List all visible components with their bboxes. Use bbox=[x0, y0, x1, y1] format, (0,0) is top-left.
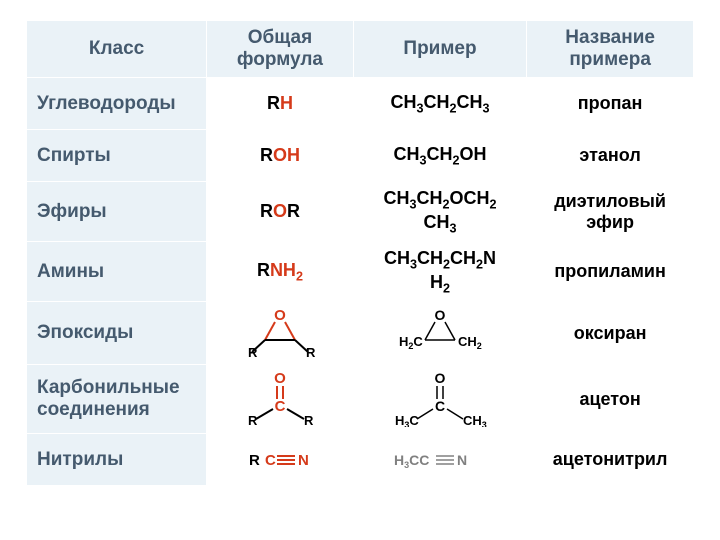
svg-text:CH2: CH2 bbox=[458, 334, 482, 351]
example-cell: CH3CH2OH bbox=[353, 130, 526, 182]
svg-text:R: R bbox=[248, 413, 258, 427]
name-cell: ацетон bbox=[527, 365, 694, 434]
class-label: Эпоксиды bbox=[27, 302, 207, 365]
name-cell: этанол bbox=[527, 130, 694, 182]
class-label: Спирты bbox=[27, 130, 207, 182]
table-row: Спирты ROH CH3CH2OH этанол bbox=[27, 130, 694, 182]
svg-text:C: C bbox=[275, 398, 286, 415]
formula-cell: O R R bbox=[207, 302, 354, 365]
acetonitrile-icon: H3CC N bbox=[380, 445, 500, 475]
name-cell: оксиран bbox=[527, 302, 694, 365]
example-cell: O H2C CH2 bbox=[353, 302, 526, 365]
svg-text:CH3: CH3 bbox=[463, 413, 487, 427]
header-example: Пример bbox=[353, 21, 526, 78]
svg-text:N: N bbox=[457, 452, 467, 468]
svg-text:N: N bbox=[298, 452, 309, 469]
svg-text:H3C: H3C bbox=[395, 413, 419, 427]
svg-text:H3CC: H3CC bbox=[394, 452, 429, 470]
svg-text:O: O bbox=[435, 308, 446, 323]
svg-text:O: O bbox=[435, 371, 446, 386]
example-cell: CH3CH2CH2NH2 bbox=[353, 242, 526, 302]
formula-cell: ROR bbox=[207, 182, 354, 242]
svg-text:O: O bbox=[274, 308, 286, 324]
table-row: Карбонильные соединения O C R R O bbox=[27, 365, 694, 434]
svg-text:R: R bbox=[248, 345, 258, 358]
table-row: Амины RNH2 CH3CH2CH2NH2 пропиламин bbox=[27, 242, 694, 302]
class-label: Эфиры bbox=[27, 182, 207, 242]
formula-cell: ROH bbox=[207, 130, 354, 182]
header-formula: Общая формула bbox=[207, 21, 354, 78]
class-label: Нитрилы bbox=[27, 434, 207, 486]
name-cell: пропан bbox=[527, 78, 694, 130]
class-label: Карбонильные соединения bbox=[27, 365, 207, 434]
nitrile-generic-icon: R C N bbox=[235, 445, 325, 475]
carbonyl-generic-icon: O C R R bbox=[240, 371, 320, 427]
chemistry-table: Класс Общая формула Пример Название прим… bbox=[26, 20, 694, 486]
svg-text:C: C bbox=[435, 398, 445, 414]
table-row: Нитрилы R C N H3CC N bbox=[27, 434, 694, 486]
header-name: Название примера bbox=[527, 21, 694, 78]
example-cell: CH3CH2CH3 bbox=[353, 78, 526, 130]
example-cell: CH3CH2OCH2CH3 bbox=[353, 182, 526, 242]
table-row: Углеводороды RH CH3CH2CH3 пропан bbox=[27, 78, 694, 130]
acetone-icon: O C H3C CH3 bbox=[385, 371, 495, 427]
epoxide-generic-icon: O R R bbox=[240, 308, 320, 358]
class-label: Амины bbox=[27, 242, 207, 302]
svg-text:R: R bbox=[304, 413, 314, 427]
svg-text:R: R bbox=[306, 345, 316, 358]
formula-cell: O C R R bbox=[207, 365, 354, 434]
class-label: Углеводороды bbox=[27, 78, 207, 130]
name-cell: диэтиловый эфир bbox=[527, 182, 694, 242]
table-row: Эфиры ROR CH3CH2OCH2CH3 диэтиловый эфир bbox=[27, 182, 694, 242]
svg-text:H2C: H2C bbox=[399, 334, 423, 351]
table-row: Эпоксиды O R R O bbox=[27, 302, 694, 365]
oxirane-icon: O H2C CH2 bbox=[385, 308, 495, 358]
name-cell: пропиламин bbox=[527, 242, 694, 302]
formula-cell: RH bbox=[207, 78, 354, 130]
example-cell: O C H3C CH3 bbox=[353, 365, 526, 434]
svg-text:O: O bbox=[274, 371, 286, 387]
formula-cell: R C N bbox=[207, 434, 354, 486]
svg-text:R: R bbox=[249, 452, 260, 469]
formula-cell: RNH2 bbox=[207, 242, 354, 302]
header-class: Класс bbox=[27, 21, 207, 78]
name-cell: ацетонитрил bbox=[527, 434, 694, 486]
svg-text:C: C bbox=[265, 452, 276, 469]
example-cell: H3CC N bbox=[353, 434, 526, 486]
